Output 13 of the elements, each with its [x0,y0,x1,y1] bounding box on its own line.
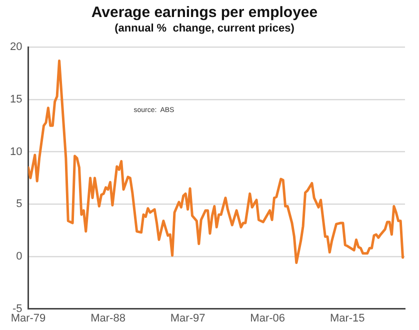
chart-subtitle: (annual % change, current prices) [114,22,295,35]
y-tick-label: 10 [10,146,22,158]
y-tick-label: 20 [10,41,22,54]
y-tick-label: 0 [16,250,22,263]
chart-title: Average earnings per employee [91,4,318,22]
y-tick-label: -5 [12,302,22,315]
y-tick-label: 5 [16,198,22,210]
x-tick-label: Mar-88 [90,312,126,324]
y-tick-label: 15 [10,94,22,106]
x-tick-label: Mar-97 [170,312,206,324]
x-tick-label: Mar-15 [330,312,365,324]
x-tick-label: Mar-06 [250,312,286,324]
x-tick-label: Mar-79 [10,312,46,324]
